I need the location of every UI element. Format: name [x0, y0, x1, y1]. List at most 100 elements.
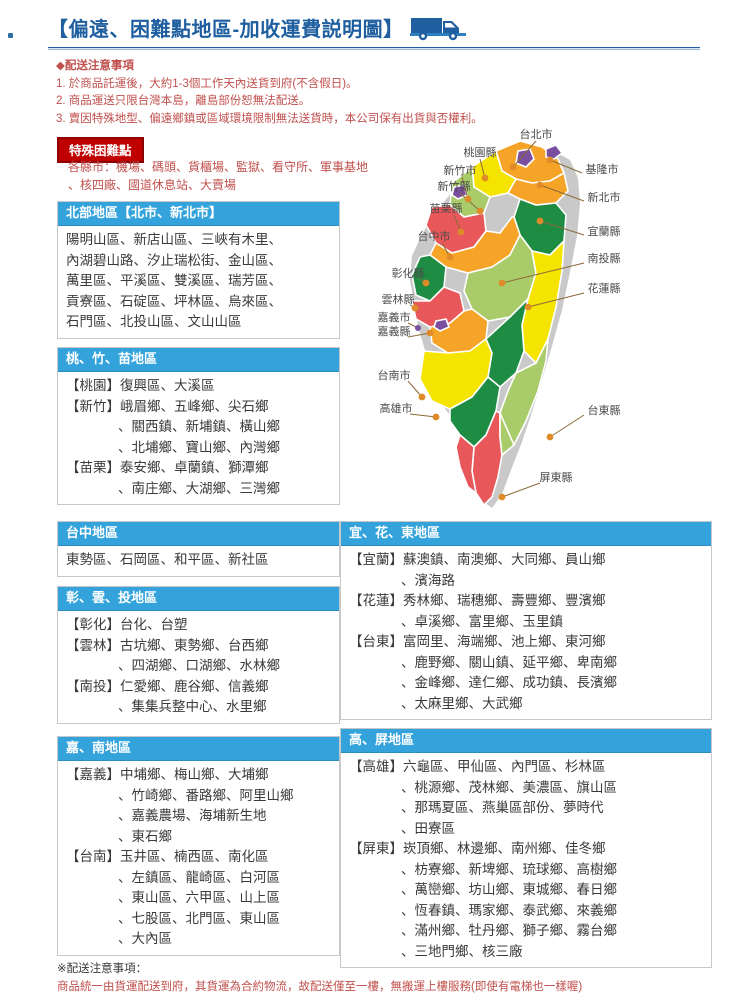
map-label-yilan: 宜蘭縣	[588, 224, 621, 238]
map-label-miaoli: 苗栗縣	[430, 202, 463, 215]
section-line-text: 蘇澳鎮、南澳鄉、大同鄉、員山鄉	[403, 552, 606, 567]
section-line: 、金峰鄉、達仁鄉、成功鎮、長濱鄉	[401, 675, 617, 690]
special-difficult-lines: 各縣市：機場、碼頭、貨櫃場、監獄、看守所、軍事基地 、核四廠、國道休息站、大賣場	[68, 158, 368, 194]
page-title: 【偏遠、困難點地區-加收運費説明圖】	[48, 18, 404, 41]
section-taichung: 台中地區 東勢區、石岡區、和平區、新社區	[57, 521, 340, 577]
section-line-label: 【南投】	[66, 678, 120, 694]
footer-line-2: 商品統一由貨運配送到府，其貨運為合約物流，故配送僅至一樓，無搬運上樓服務(即使有…	[57, 981, 583, 993]
section-line: 貢寮區、石碇區、坪林區、烏來區、	[66, 293, 282, 309]
section-line: 、三地門鄉、核三廠	[401, 943, 523, 959]
section-south-body: 【高雄】六龜區、甲仙區、內門區、杉林區 、桃源鄉、茂林鄉、美濃區、旗山區 、那瑪…	[341, 753, 711, 967]
section-line-label: 【台南】	[66, 849, 120, 864]
section-line-text: 台化、台塑	[120, 617, 188, 632]
page-title-row: 【偏遠、困難點地區-加收運費説明圖】	[48, 12, 720, 42]
section-line: 、濱海路	[401, 572, 455, 588]
section-kaohsiung-pingtung: 高、屏地區 【高雄】六龜區、甲仙區、內門區、杉林區 、桃源鄉、茂林鄉、美濃區、旗…	[340, 728, 712, 968]
section-changhua-yunlin-nantou: 彰、雲、投地區 【彰化】台化、台塑 【雲林】古坑鄉、東勢鄉、台西鄉 、四湖鄉、口…	[57, 586, 340, 724]
section-line: 萬里區、平溪區、雙溪區、瑞芳區、	[66, 273, 282, 288]
section-line: 【嘉義】中埔鄉、梅山鄉、大埔鄉	[66, 765, 333, 786]
section-line: 【彰化】台化、台塑	[66, 615, 333, 636]
notice-item: 3. 賣因特殊地型、偏遠鄉鎮或區域環境限制無法送貨時，本公司保有出貨與否權利。	[56, 112, 483, 125]
section-line: 【新竹】峨眉鄉、五峰鄉、尖石鄉	[66, 397, 333, 418]
section-line: 、鹿野鄉、關山鎮、延平鄉、卑南鄉	[401, 654, 617, 670]
section-line: 、北埔鄉、寶山鄉、內灣鄉	[118, 439, 280, 455]
section-line-label: 【雲林】	[66, 637, 120, 653]
section-line: 、四湖鄉、口湖鄉、水林鄉	[118, 658, 280, 673]
map-label-hualien: 花蓮縣	[588, 281, 621, 295]
map-label-nantou: 南投縣	[588, 251, 621, 265]
map-label-changhua: 彰化縣	[392, 266, 425, 280]
map-label-taoyuan: 桃園縣	[464, 145, 497, 159]
section-line-label: 【桃園】	[66, 378, 120, 393]
section-line: 內湖碧山路、汐止瑞松街、金山區、	[66, 252, 282, 268]
section-line: 、七股區、北門區、東山區	[118, 910, 280, 926]
section-north-title: 北部地區【北市、新北市】	[58, 202, 339, 226]
section-line-text: 崁頂鄉、林邊鄉、南州鄉、佳冬鄉	[403, 841, 606, 856]
taiwan-map-svg: 台北市 桃園縣 新竹市 新竹縣 苗栗縣 台中市 彰化縣 雲林縣 嘉義市 嘉義縣 …	[378, 127, 621, 508]
section-line-text: 峨眉鄉、五峰鄉、尖石鄉	[120, 398, 269, 414]
section-line: 【屏東】崁頂鄉、林邊鄉、南州鄉、佳冬鄉	[349, 839, 705, 860]
special-line: 各縣市：機場、碼頭、貨櫃場、監獄、看守所、軍事基地	[68, 160, 369, 174]
section-line: 、集集兵整中心、水里鄉	[118, 699, 267, 714]
map-label-hsinchu-county: 新竹縣	[438, 179, 471, 193]
map-label-tainan: 台南市	[378, 368, 411, 382]
map-label-yunlin: 雲林縣	[382, 292, 415, 306]
section-line: 、枋寮鄉、新埤鄉、琉球鄉、高樹鄉	[401, 861, 617, 877]
section-line-label: 【台東】	[349, 634, 403, 649]
taiwan-map: 台北市 桃園縣 新竹市 新竹縣 苗栗縣 台中市 彰化縣 雲林縣 嘉義市 嘉義縣 …	[350, 125, 720, 510]
section-tcm-title: 桃、竹、苗地區	[58, 348, 339, 372]
section-line-label: 【嘉義】	[66, 767, 120, 782]
section-line-text: 泰安鄉、卓蘭鎮、獅潭鄉	[120, 460, 269, 475]
notice-heading: ◆配送注意事項	[56, 60, 134, 72]
section-line-text: 古坑鄉、東勢鄉、台西鄉	[120, 637, 269, 653]
section-line: 石門區、北投山區、文山山區	[66, 314, 242, 329]
footer-notice: ※配送注意事項： 商品統一由貨運配送到府，其貨運為合約物流，故配送僅至一樓，無搬…	[57, 960, 717, 996]
section-south-title: 高、屏地區	[341, 729, 711, 753]
section-line: 【台東】富岡里、海端鄉、池上鄉、東河鄉	[349, 632, 705, 653]
special-line: 、核四廠、國道休息站、大賣場	[68, 178, 237, 192]
section-line: 、嘉義農場、海埔新生地	[118, 808, 267, 823]
section-cny-body: 【彰化】台化、台塑 【雲林】古坑鄉、東勢鄉、台西鄉 、四湖鄉、口湖鄉、水林鄉 【…	[58, 611, 339, 723]
section-line-text: 六龜區、甲仙區、內門區、杉林區	[403, 759, 606, 774]
section-line: 、竹崎鄉、番路鄉、阿里山鄉	[118, 787, 294, 803]
section-line: 【南投】仁愛鄉、鹿谷鄉、信義鄉	[66, 677, 333, 698]
section-yilan-hualien-taitung: 宜、花、東地區 【宜蘭】蘇澳鎮、南澳鄉、大同鄉、員山鄉 、濱海路 【花蓮】秀林鄉…	[340, 521, 712, 720]
map-label-taipei: 台北市	[520, 127, 553, 141]
section-line-label: 【彰化】	[66, 617, 120, 632]
section-tcm-body: 【桃園】復興區、大溪區 【新竹】峨眉鄉、五峰鄉、尖石鄉 、關西鎮、新埔鎮、橫山鄉…	[58, 372, 339, 504]
notice-item: 2. 商品運送只限台灣本島，離島部份恕無法配送。	[56, 95, 311, 107]
section-line-text: 復興區、大溪區	[120, 378, 215, 393]
section-line-label: 【高雄】	[349, 759, 403, 774]
section-line: 【高雄】六龜區、甲仙區、內門區、杉林區	[349, 757, 705, 778]
section-north-body: 陽明山區、新店山區、三峽有木里、 內湖碧山路、汐止瑞松街、金山區、 萬里區、平溪…	[58, 226, 339, 338]
corner-dot	[8, 33, 13, 38]
section-chiayi-body: 【嘉義】中埔鄉、梅山鄉、大埔鄉 、竹崎鄉、番路鄉、阿里山鄉 、嘉義農場、海埔新生…	[58, 761, 339, 955]
title-divider	[48, 47, 700, 50]
section-east-title: 宜、花、東地區	[341, 522, 711, 546]
map-label-chiayi-county: 嘉義縣	[378, 324, 411, 338]
section-line: 、太麻里鄉、大武鄉	[401, 695, 523, 711]
map-label-pingtung: 屏東縣	[540, 471, 573, 484]
map-label-hsinchu-city: 新竹市	[444, 163, 477, 177]
section-line: 【花蓮】秀林鄉、瑞穗鄉、壽豐鄉、豐濱鄉	[349, 591, 705, 612]
map-labels: 台北市 桃園縣 新竹市 新竹縣 苗栗縣 台中市 彰化縣 雲林縣 嘉義市 嘉義縣 …	[378, 127, 621, 484]
section-line: 【宜蘭】蘇澳鎮、南澳鄉、大同鄉、員山鄉	[349, 550, 705, 571]
section-line-label: 【苗栗】	[66, 460, 120, 475]
section-east-body: 【宜蘭】蘇澳鎮、南澳鄉、大同鄉、員山鄉 、濱海路 【花蓮】秀林鄉、瑞穗鄉、壽豐鄉…	[341, 546, 711, 719]
section-line: 、那瑪夏區、燕巢區部份、夢時代	[401, 800, 604, 815]
footer-line-1: ※配送注意事項：	[57, 963, 148, 975]
section-line: 、東石鄉	[118, 828, 172, 844]
section-line-text: 富岡里、海端鄉、池上鄉、東河鄉	[403, 634, 606, 649]
map-dots	[411, 156, 554, 501]
map-label-taichung: 台中市	[418, 229, 451, 243]
section-line: 、關西鎮、新埔鎮、橫山鄉	[118, 419, 280, 434]
section-taichung-title: 台中地區	[58, 522, 339, 546]
section-line-label: 【新竹】	[66, 398, 120, 414]
section-line-label: 【花蓮】	[349, 593, 403, 608]
section-line: 、東山區、六甲區、山上區	[118, 890, 280, 905]
map-label-taitung: 台東縣	[588, 403, 621, 417]
truck-icon	[409, 18, 466, 41]
section-line: 、左鎮區、龍崎區、白河區	[118, 869, 280, 885]
section-line: 、大內區	[118, 931, 172, 946]
section-line-text: 秀林鄉、瑞穗鄉、壽豐鄉、豐濱鄉	[403, 593, 606, 608]
